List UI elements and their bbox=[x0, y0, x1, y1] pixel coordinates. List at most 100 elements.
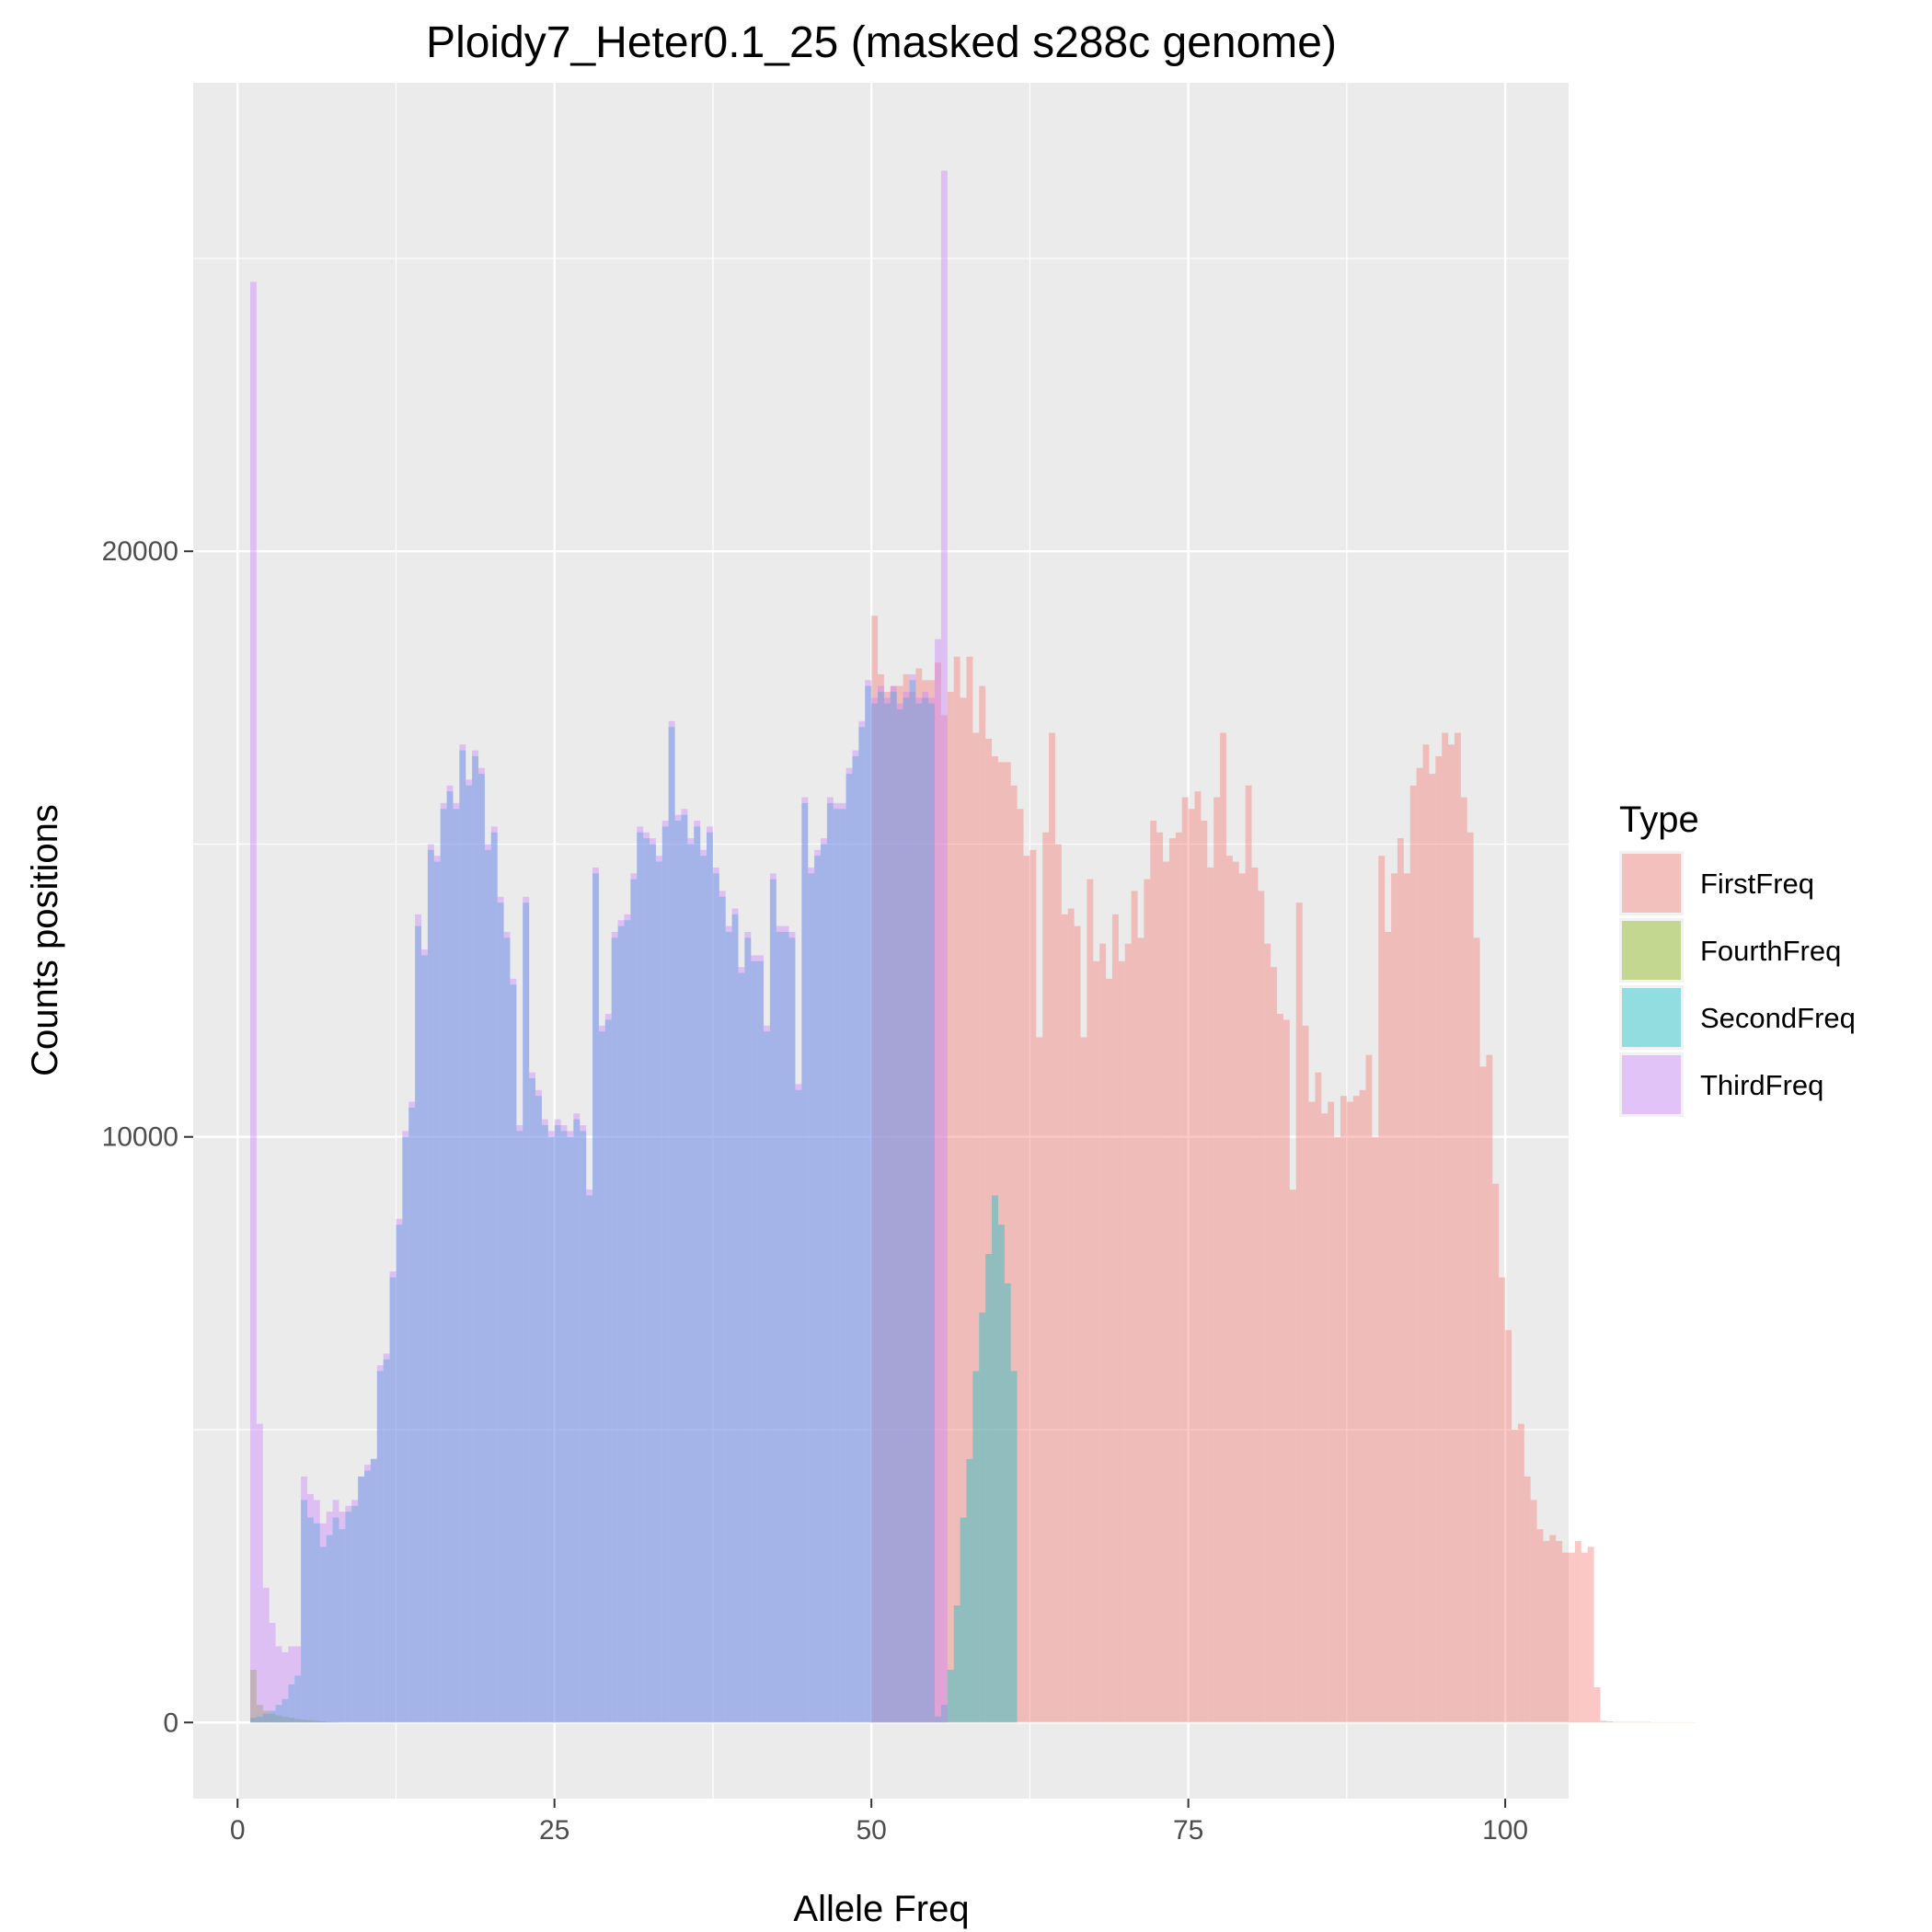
bar-ThirdFreq bbox=[250, 282, 257, 1723]
bar-SecondFreq bbox=[402, 1136, 409, 1723]
bar-SecondFreq bbox=[364, 1470, 371, 1723]
bar-ThirdFreq bbox=[269, 1623, 276, 1723]
bar-FirstFreq bbox=[1638, 1721, 1645, 1723]
bar-SecondFreq bbox=[490, 832, 498, 1723]
bar-SecondFreq bbox=[358, 1476, 365, 1723]
bar-ThirdFreq bbox=[865, 680, 872, 1723]
bar-ThirdFreq bbox=[776, 926, 783, 1723]
bar-ThirdFreq bbox=[890, 685, 897, 1723]
bar-SecondFreq bbox=[643, 838, 650, 1723]
bar-ThirdFreq bbox=[326, 1512, 333, 1723]
bar-FirstFreq bbox=[1295, 903, 1303, 1723]
bar-ThirdFreq bbox=[655, 856, 662, 1723]
bar-FirstFreq bbox=[966, 656, 973, 1723]
bar-ThirdFreq bbox=[554, 1119, 561, 1723]
bar-FirstFreq bbox=[972, 732, 980, 1723]
bar-SecondFreq bbox=[668, 727, 675, 1723]
bar-SecondFreq bbox=[288, 1684, 295, 1723]
bar-FirstFreq bbox=[883, 691, 891, 1723]
bar-SecondFreq bbox=[826, 802, 834, 1723]
bar-FirstFreq bbox=[878, 673, 884, 1723]
bar-FirstFreq bbox=[1499, 1277, 1506, 1723]
bar-FirstFreq bbox=[1042, 832, 1050, 1723]
bar-SecondFreq bbox=[694, 826, 701, 1723]
bar-ThirdFreq bbox=[294, 1646, 302, 1723]
bar-ThirdFreq bbox=[928, 697, 936, 1723]
chart-title: Ploidy7_Heter0.1_25 (masked s288c genome… bbox=[426, 18, 1337, 67]
bar-SecondFreq bbox=[567, 1136, 574, 1723]
legend-label: ThirdFreq bbox=[1700, 1069, 1823, 1101]
bar-ThirdFreq bbox=[757, 955, 765, 1723]
bar-FirstFreq bbox=[979, 685, 986, 1723]
bar-ThirdFreq bbox=[446, 785, 454, 1723]
series-ThirdFreq bbox=[250, 170, 948, 1723]
bar-SecondFreq bbox=[560, 1131, 568, 1723]
bar-FourthFreq bbox=[301, 1719, 308, 1723]
bar-SecondFreq bbox=[953, 1604, 960, 1723]
bar-FirstFreq bbox=[1429, 774, 1436, 1723]
legend-key-bg bbox=[1619, 851, 1684, 915]
bar-SecondFreq bbox=[535, 1096, 542, 1723]
bar-FirstFreq bbox=[1017, 809, 1024, 1723]
bar-FirstFreq bbox=[960, 697, 967, 1723]
bar-SecondFreq bbox=[415, 926, 422, 1723]
bar-SecondFreq bbox=[523, 903, 530, 1723]
bar-FirstFreq bbox=[1581, 1552, 1588, 1723]
bar-ThirdFreq bbox=[617, 920, 625, 1723]
bar-ThirdFreq bbox=[319, 1523, 327, 1723]
bar-FirstFreq bbox=[1530, 1500, 1537, 1723]
bar-SecondFreq bbox=[865, 685, 872, 1723]
bar-FourthFreq bbox=[313, 1720, 320, 1723]
bar-FirstFreq bbox=[1289, 1190, 1296, 1723]
bar-SecondFreq bbox=[421, 955, 428, 1723]
bar-ThirdFreq bbox=[643, 832, 650, 1723]
bar-ThirdFreq bbox=[712, 867, 719, 1723]
bar-FirstFreq bbox=[1264, 943, 1271, 1723]
bar-FirstFreq bbox=[1543, 1540, 1550, 1723]
bar-FirstFreq bbox=[1511, 1429, 1518, 1723]
bar-SecondFreq bbox=[769, 879, 776, 1723]
bar-SecondFreq bbox=[712, 873, 719, 1723]
bar-FirstFreq bbox=[1156, 832, 1164, 1723]
bar-FirstFreq bbox=[1188, 809, 1195, 1723]
bar-ThirdFreq bbox=[650, 838, 656, 1723]
bar-FirstFreq bbox=[1631, 1721, 1639, 1723]
bar-ThirdFreq bbox=[707, 826, 713, 1723]
bar-FirstFreq bbox=[1232, 861, 1239, 1723]
bar-FirstFreq bbox=[1486, 1054, 1493, 1723]
bar-FirstFreq bbox=[871, 615, 879, 1723]
bar-ThirdFreq bbox=[788, 931, 796, 1723]
bar-FirstFreq bbox=[1479, 1066, 1487, 1723]
bar-FirstFreq bbox=[1144, 879, 1151, 1723]
bar-FirstFreq bbox=[1626, 1721, 1632, 1723]
bar-ThirdFreq bbox=[586, 1190, 593, 1723]
legend-label: FirstFreq bbox=[1700, 868, 1814, 900]
bar-FirstFreq bbox=[1340, 1096, 1347, 1723]
bar-SecondFreq bbox=[294, 1675, 302, 1723]
bar-ThirdFreq bbox=[339, 1512, 346, 1723]
bar-ThirdFreq bbox=[580, 1125, 587, 1723]
x-tick-label: 25 bbox=[539, 1815, 569, 1846]
bar-SecondFreq bbox=[250, 1718, 257, 1723]
bar-SecondFreq bbox=[997, 1225, 1005, 1723]
bar-SecondFreq bbox=[681, 814, 688, 1723]
bar-SecondFreq bbox=[992, 1195, 998, 1723]
x-tick-label: 50 bbox=[856, 1815, 886, 1846]
bar-SecondFreq bbox=[478, 774, 485, 1723]
bar-FirstFreq bbox=[1168, 838, 1176, 1723]
bar-ThirdFreq bbox=[427, 844, 434, 1723]
bar-SecondFreq bbox=[1010, 1371, 1018, 1723]
bar-FirstFreq bbox=[1593, 1687, 1601, 1723]
bar-FirstFreq bbox=[1549, 1535, 1557, 1723]
legend-key-ThirdFreq bbox=[1622, 1055, 1681, 1114]
bar-SecondFreq bbox=[611, 937, 618, 1723]
bar-SecondFreq bbox=[719, 896, 726, 1723]
bar-SecondFreq bbox=[915, 703, 923, 1723]
bar-SecondFreq bbox=[262, 1713, 270, 1723]
bar-FirstFreq bbox=[1201, 821, 1208, 1723]
bar-ThirdFreq bbox=[523, 896, 530, 1723]
bar-FirstFreq bbox=[1277, 1014, 1283, 1723]
y-tick-label: 10000 bbox=[102, 1122, 178, 1153]
bar-SecondFreq bbox=[764, 1031, 770, 1723]
bar-ThirdFreq bbox=[845, 767, 853, 1723]
